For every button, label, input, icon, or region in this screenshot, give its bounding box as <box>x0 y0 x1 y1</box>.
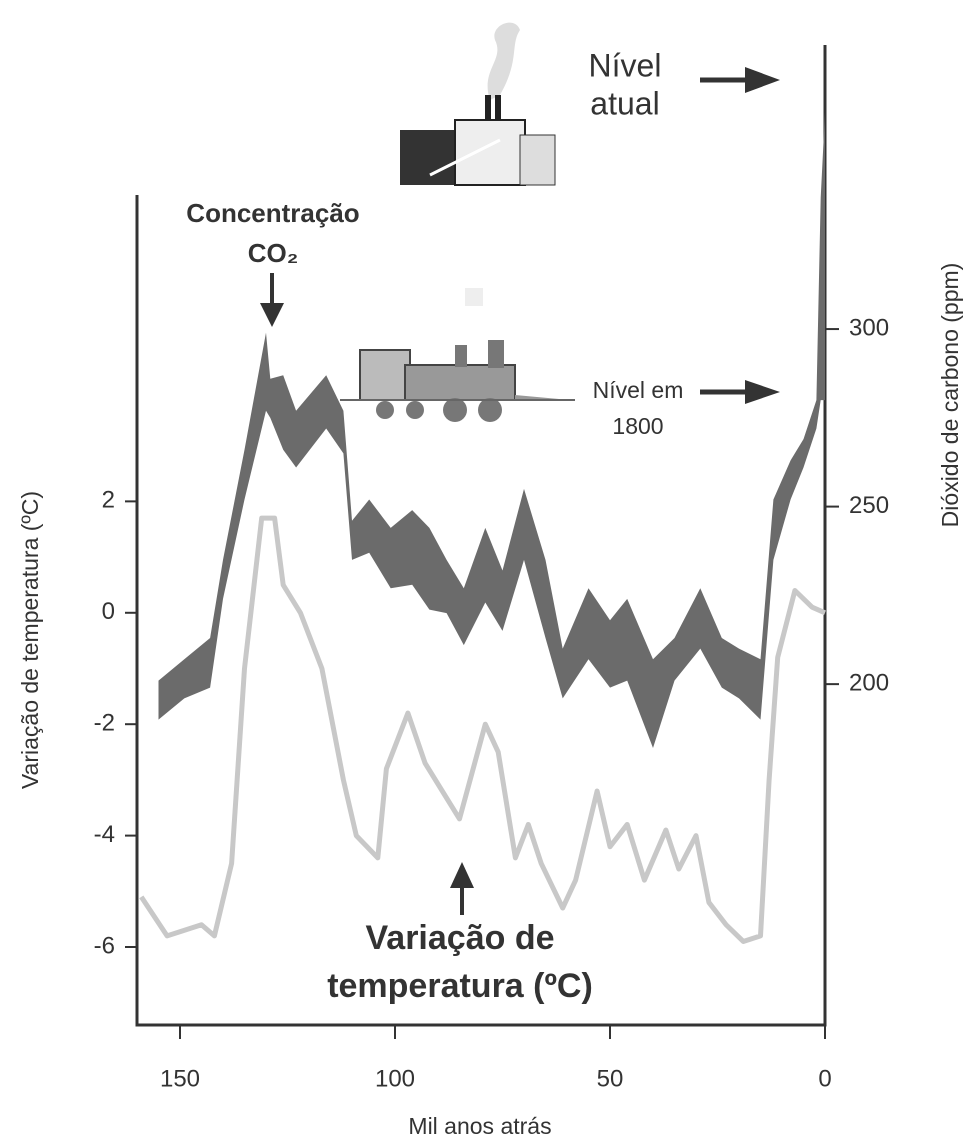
annotation: 1800 <box>612 413 663 439</box>
annotation: Concentração <box>186 198 359 228</box>
temperature-line <box>139 515 826 944</box>
annotation: Variação de <box>365 919 554 957</box>
x-tick-label: 100 <box>375 1065 415 1092</box>
x-tick-label: 50 <box>597 1065 624 1092</box>
annotation: temperatura (ºC) <box>327 967 593 1005</box>
y-tick-label: -2 <box>94 710 115 737</box>
y2-tick-label: 300 <box>849 314 889 341</box>
factory-icon <box>400 22 556 186</box>
x-axis-title: Mil anos atrás <box>408 1113 551 1139</box>
annotation: Nível em <box>593 377 684 403</box>
annotation: CO₂ <box>248 238 299 268</box>
y2-tick-label: 200 <box>849 669 889 696</box>
y2-axis-title: Dióxido de carbono (ppm) <box>937 263 963 528</box>
annotation: Nível <box>589 47 662 83</box>
x-tick-label: 0 <box>818 1065 831 1092</box>
arrows <box>260 67 780 915</box>
x-tick-label: 150 <box>160 1065 200 1092</box>
axes-frame <box>135 45 827 1027</box>
y-axis-title: Variação de temperatura (ºC) <box>17 491 43 789</box>
y-tick-label: -6 <box>94 932 115 959</box>
train-icon <box>340 288 575 422</box>
annotation: atual <box>590 85 659 121</box>
y-tick-label: -4 <box>94 821 115 848</box>
co2-band <box>158 112 825 749</box>
y-tick-label: 0 <box>102 598 115 625</box>
y2-tick-label: 250 <box>849 492 889 519</box>
y-tick-label: 2 <box>102 487 115 514</box>
